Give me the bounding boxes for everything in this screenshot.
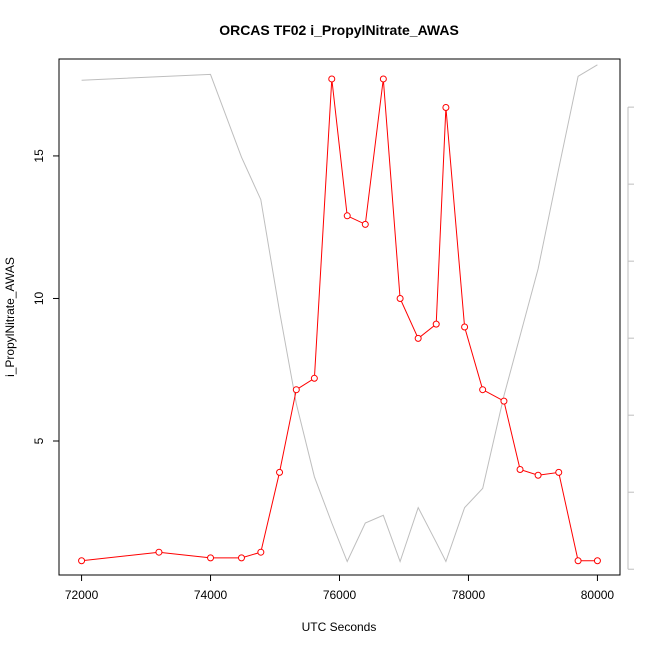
x-tick-label: 78000	[452, 588, 486, 602]
y-tick-label: 15	[32, 149, 46, 163]
data-point	[310, 374, 318, 382]
data-point	[292, 386, 300, 394]
data-point	[343, 212, 351, 220]
chart-title: ORCAS TF02 i_PropylNitrate_AWAS	[219, 22, 459, 38]
data-point	[555, 468, 563, 476]
data-point	[500, 397, 508, 405]
data-point	[516, 466, 524, 474]
data-point	[461, 323, 469, 331]
data-point	[361, 220, 369, 228]
x-tick-label: 80000	[581, 588, 615, 602]
data-point	[574, 557, 582, 565]
y2-tick-label: 12000	[647, 90, 650, 124]
y2-tick-label: 0	[647, 566, 650, 573]
data-point	[155, 548, 163, 556]
data-point	[379, 75, 387, 83]
x-tick-label: 76000	[323, 588, 357, 602]
series-layer	[78, 64, 601, 565]
data-point	[78, 557, 86, 565]
y2-tick-label: 2000	[647, 479, 650, 506]
x-axis-title: UTC Seconds	[302, 620, 377, 634]
y2-tick-label: 4000	[647, 402, 650, 429]
data-point	[328, 75, 336, 83]
x-tick-label: 74000	[194, 588, 228, 602]
data-point	[237, 554, 245, 562]
x-tick-label: 72000	[65, 588, 99, 602]
y-tick-label: 10	[32, 291, 46, 305]
data-point	[396, 294, 404, 302]
data-point	[276, 468, 284, 476]
data-point	[593, 557, 601, 565]
data-point	[442, 103, 450, 111]
data-point	[432, 320, 440, 328]
y-tick-label: 5	[32, 437, 46, 444]
data-point	[534, 471, 542, 479]
data-point	[257, 548, 265, 556]
y2-tick-label: 8000	[647, 248, 650, 275]
y2-tick-label: 6000	[647, 325, 650, 352]
left-axis-series-line	[81, 78, 598, 562]
y-axis-title: i_PropylNitrate_AWAS	[3, 257, 17, 377]
data-point	[479, 386, 487, 394]
y2-tick-label: 10000	[647, 167, 650, 201]
data-point	[414, 334, 422, 342]
right-axis-series-line	[81, 64, 598, 564]
data-point	[207, 554, 215, 562]
axis-layer: 72000 74000 76000 78000 80000 5 10 15 0 2000 4000 6…	[32, 90, 650, 602]
plot-frame	[58, 58, 621, 576]
